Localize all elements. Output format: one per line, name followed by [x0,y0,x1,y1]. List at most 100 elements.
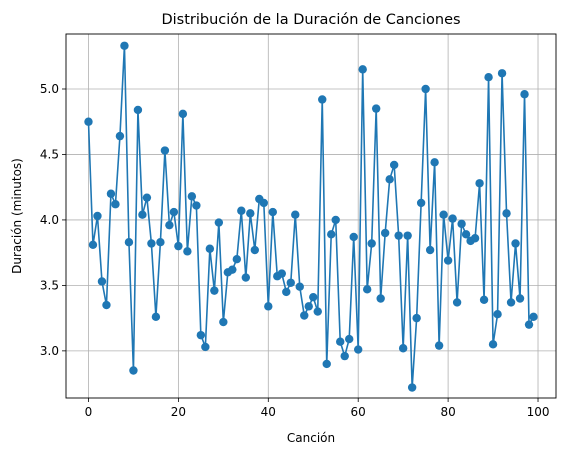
data-point [151,312,161,322]
data-points [84,41,538,392]
data-point [313,307,322,316]
data-point [111,200,120,209]
data-point [461,230,471,239]
data-point [511,239,520,248]
data-point [300,311,309,320]
data-point [124,237,134,247]
data-point [448,214,457,223]
data-point [520,90,529,99]
data-point [192,201,201,210]
data-point [457,219,466,229]
grid [66,34,556,398]
data-point [115,131,125,141]
data-point [354,345,363,354]
data-point [371,104,381,113]
data-point [452,298,462,307]
data-point [484,73,493,82]
data-point [228,265,237,274]
data-point [362,285,372,294]
chart-title: Distribución de la Duración de Canciones [161,12,460,28]
data-point [443,256,453,265]
data-point [327,230,336,239]
data-point [205,244,215,253]
y-tick-label: 5.0 [40,82,59,96]
data-point [502,209,511,218]
data-point [88,240,98,250]
data-point [174,241,183,251]
data-point [169,207,179,217]
data-point [183,247,192,256]
data-point [214,218,224,227]
data-point [475,179,484,188]
data-point [291,210,300,219]
y-tick-label: 3.0 [40,344,59,358]
data-point [187,192,197,201]
y-axis-label: Duración (minutos) [10,158,24,274]
data-point [277,269,286,278]
x-tick-label: 40 [261,405,276,419]
data-point [232,255,242,264]
data-point [246,209,255,218]
series-line [87,44,535,389]
data-point [389,160,399,170]
data-point [394,231,403,240]
data-point [416,198,426,208]
data-point [147,239,156,248]
data-point [286,278,295,287]
data-point [219,317,228,327]
y-tick-label: 4.0 [40,213,59,227]
data-point [106,189,116,198]
data-point [138,210,147,219]
data-point [241,273,251,282]
data-point [210,286,219,295]
data-point [340,351,349,361]
data-point [178,109,188,119]
data-point [84,117,93,126]
x-tick-label: 0 [85,405,93,419]
data-point [524,320,534,329]
data-point [142,193,152,202]
data-point [349,232,358,242]
data-point [403,231,412,240]
data-point [506,298,516,307]
data-point [421,84,430,94]
x-tick-label: 60 [351,405,366,419]
data-point [93,211,102,221]
data-point [470,234,480,243]
data-point [259,198,268,208]
data-point [129,366,138,375]
data-point [479,295,489,304]
data-point [156,237,165,247]
data-point [196,330,206,340]
data-point [322,359,331,369]
data-point [309,292,318,302]
data-point [295,282,304,291]
data-point [412,313,421,323]
data-point [380,228,390,238]
axis-ticks: 0 20 40 60 80 100 3.0 3.5 4.0 4.5 5.0 [40,82,550,419]
data-point [425,245,435,255]
data-point [398,344,408,353]
data-point [430,158,439,167]
x-tick-label: 80 [440,405,455,419]
data-point [120,41,129,50]
data-point [160,146,170,155]
y-tick-label: 4.5 [40,147,59,161]
plot-frame [65,33,557,399]
data-point [385,175,394,184]
data-point [331,215,340,225]
data-point [529,312,538,322]
x-axis-label: Canción [287,431,335,445]
data-point [133,105,143,115]
data-point [304,302,313,311]
data-point [282,287,291,297]
data-point [345,334,354,344]
data-point [102,300,111,310]
data-point [488,340,498,349]
y-tick-label: 3.5 [40,278,59,292]
data-point [237,206,246,215]
data-point [493,310,502,319]
data-point [268,207,277,217]
series-line-group [87,44,535,389]
